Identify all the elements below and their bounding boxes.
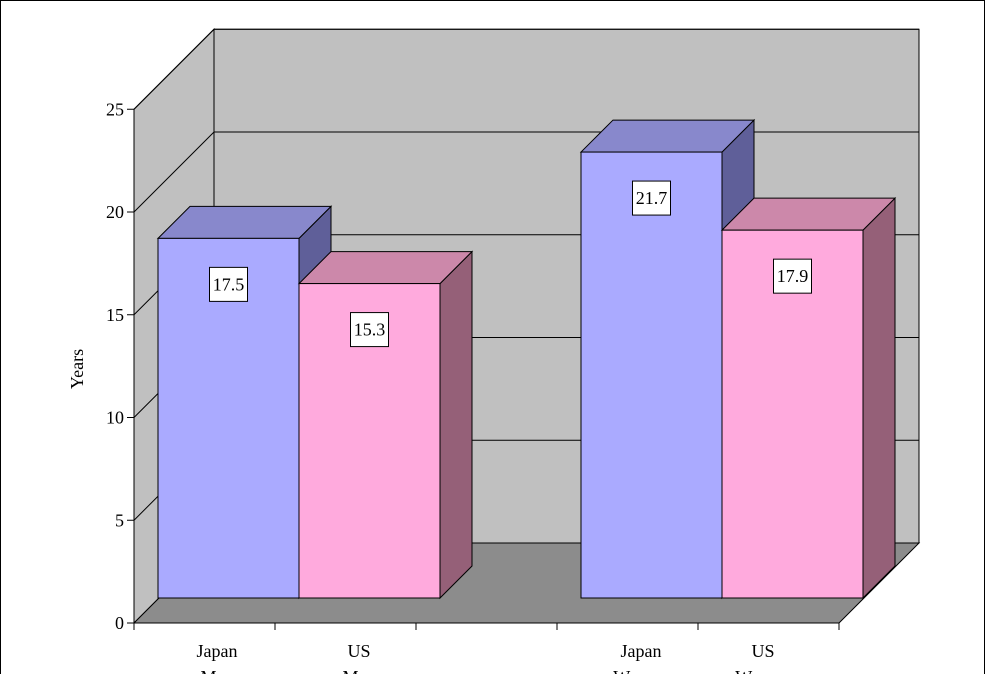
x-category-label: Japan — [621, 641, 662, 661]
gridline-side — [133, 131, 215, 213]
bar-side — [862, 196, 896, 600]
data-label: 15.3 — [354, 320, 386, 340]
data-label: 17.9 — [777, 266, 809, 286]
data-label-box — [632, 180, 671, 216]
gridline-side — [133, 28, 215, 110]
data-label-box — [209, 266, 248, 302]
y-axis: 0 5 10 15 20 25 — [106, 99, 135, 633]
x-category-label-line2: Men — [201, 667, 234, 674]
data-label: 17.5 — [213, 274, 245, 294]
data-labels: 17.5 15.3 21.7 17.9 — [209, 180, 812, 348]
x-category-label: US — [751, 641, 774, 661]
bar-side — [439, 250, 473, 600]
y-tick-label: 0 — [115, 613, 124, 633]
y-tick-label: 15 — [106, 305, 124, 325]
data-label-box — [773, 258, 812, 294]
x-axis: Japan Men US Men Japan Women US Women — [133, 622, 840, 674]
data-label: 21.7 — [636, 188, 668, 208]
x-category-label-line2: Women — [613, 667, 669, 674]
x-category-label-line2: Women — [735, 667, 791, 674]
bar — [580, 151, 723, 599]
x-category-label-line2: Men — [343, 667, 376, 674]
x-category-label: US — [347, 641, 370, 661]
data-label-box — [350, 312, 389, 348]
y-tick-label: 5 — [115, 510, 124, 530]
y-tick-label: 10 — [106, 408, 124, 428]
y-tick-label: 20 — [106, 202, 124, 222]
y-tick-label: 25 — [106, 99, 124, 119]
x-category-label: Japan — [197, 641, 238, 661]
y-axis-title: Years — [67, 349, 87, 389]
